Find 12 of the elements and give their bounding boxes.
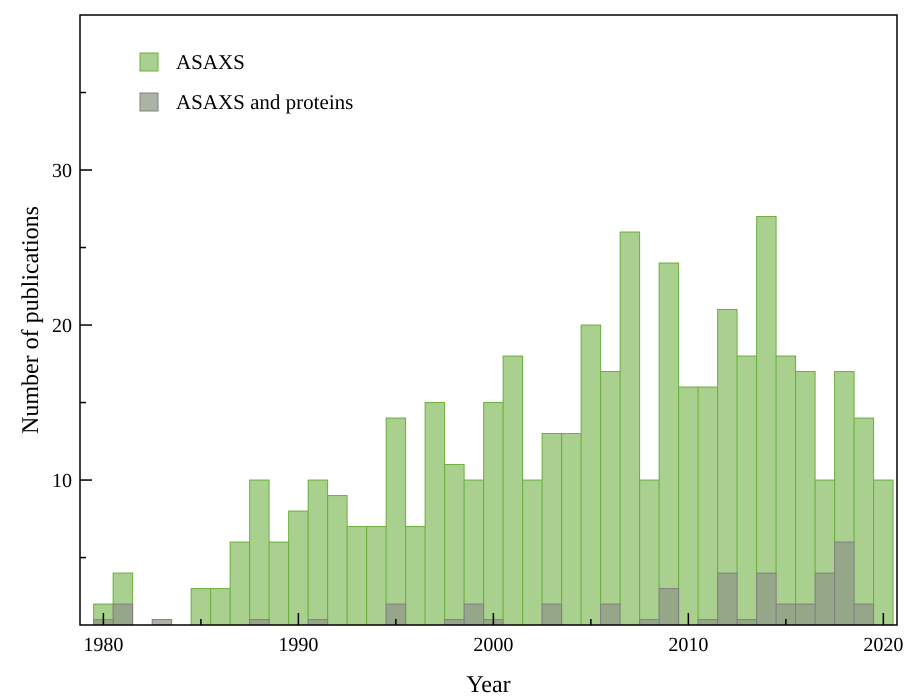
legend-label: ASAXS and proteins	[176, 90, 354, 114]
y-tick-label: 20	[52, 315, 72, 338]
y-tick-label: 30	[52, 160, 72, 182]
x-tick-label: 1990	[278, 634, 318, 656]
x-tick-label: 2000	[473, 634, 514, 656]
legend-label: ASAXS	[176, 50, 245, 74]
x-axis-title: Year	[466, 672, 511, 698]
y-tick-label: 10	[52, 470, 72, 492]
x-tick-label: 2010	[668, 634, 708, 656]
x-tick-label: 2020	[863, 634, 904, 656]
y-axis-title: Number of publications	[18, 206, 44, 434]
x-tick-label: 1980	[83, 634, 124, 656]
